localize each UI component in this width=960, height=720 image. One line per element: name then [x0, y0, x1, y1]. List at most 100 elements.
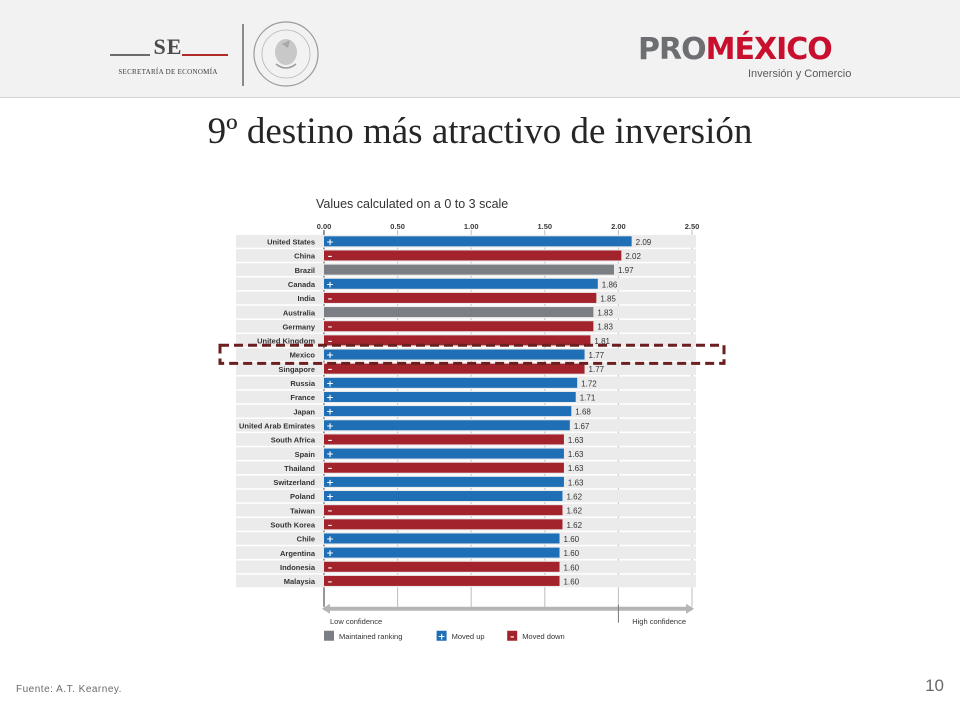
bar — [324, 420, 570, 431]
chart-row: Indonesia – 1.60 — [236, 560, 696, 573]
category-label: Chile — [297, 535, 315, 544]
value-label: 1.86 — [602, 280, 618, 289]
chart-row: Switzerland +1.63 — [236, 475, 696, 488]
moved-down-icon: – — [328, 337, 333, 347]
promexico-tagline: Inversión y Comercio — [748, 68, 852, 80]
bar — [324, 505, 563, 516]
category-label: China — [294, 252, 316, 261]
chart-row: France +1.71 — [236, 390, 696, 403]
category-label: Canada — [288, 280, 316, 289]
moved-up-icon: + — [326, 351, 334, 361]
source-note: Fuente: A.T. Kearney. — [16, 684, 122, 695]
moved-down-icon: – — [328, 563, 333, 573]
value-label: 1.83 — [597, 309, 613, 318]
se-logo-rule-left — [110, 54, 150, 56]
category-label: South Africa — [271, 436, 316, 445]
slide-header: SE SECRETARÍA DE ECONOMÍA PROMÉXICO Inve… — [0, 0, 960, 98]
chart-row: Argentina +1.60 — [236, 546, 696, 559]
mexican-coat-of-arms-seal-icon — [253, 21, 319, 87]
chart-row: Brazil 1.97 — [236, 263, 696, 276]
se-logo-subtitle: SECRETARÍA DE ECONOMÍA — [118, 68, 218, 76]
moved-down-icon: – — [328, 252, 333, 262]
arrow-right-icon — [686, 603, 694, 614]
legend-label: Maintained ranking — [339, 632, 402, 641]
promexico-wordmark: PROMÉXICO — [638, 30, 833, 70]
moved-up-icon: + — [326, 280, 334, 290]
category-label: Thailand — [284, 464, 315, 473]
category-label: Argentina — [280, 549, 316, 558]
bar — [324, 533, 560, 544]
moved-down-icon: – — [328, 507, 333, 517]
value-label: 2.02 — [625, 252, 641, 261]
category-label: Singapore — [278, 365, 315, 374]
chart-row: Poland +1.62 — [236, 489, 696, 503]
category-label: Indonesia — [280, 563, 316, 572]
category-label: Spain — [295, 450, 316, 459]
value-label: 1.63 — [568, 436, 584, 445]
chart-row: Spain +1.63 — [236, 447, 696, 460]
value-label: 1.62 — [566, 507, 582, 516]
x-tick-label: 0.00 — [317, 222, 332, 231]
chart-rows: United States +2.09 China – 2.02 Brazil 1.97 Ca… — [236, 235, 696, 587]
value-label: 1.60 — [564, 549, 580, 558]
legend-item: + Moved up — [436, 630, 485, 642]
value-label: 1.83 — [597, 323, 613, 332]
chart-title: Values calculated on a 0 to 3 scale — [316, 197, 508, 211]
value-label: 1.60 — [564, 535, 580, 544]
x-tick-label: 1.00 — [464, 222, 479, 231]
chart-row: Russia +1.72 — [236, 376, 696, 389]
se-logo: SE SECRETARÍA DE ECONOMÍA — [108, 34, 228, 84]
moved-up-icon: + — [326, 478, 334, 488]
category-label: United Kingdom — [257, 337, 315, 346]
promexico-mexico: MÉXICO — [705, 32, 833, 67]
value-label: 2.09 — [636, 238, 652, 247]
x-tick-label: 1.50 — [537, 222, 552, 231]
moved-down-icon: – — [328, 464, 333, 474]
chart-row: South Korea – 1.62 — [236, 518, 696, 531]
moved-up-icon: + — [438, 632, 446, 642]
category-label: Taiwan — [290, 506, 315, 515]
bar — [324, 448, 564, 459]
legend-item: – Moved down — [507, 630, 565, 642]
value-label: 1.60 — [564, 563, 580, 572]
chart-row: Malaysia – 1.60 — [236, 574, 696, 587]
bar — [324, 406, 572, 417]
moved-up-icon: + — [326, 379, 334, 389]
chart-row: Singapore – 1.77 — [236, 362, 696, 375]
chart-row: Chile +1.60 — [236, 532, 696, 545]
bar — [324, 377, 578, 388]
moved-down-icon: – — [328, 521, 333, 531]
value-label: 1.62 — [566, 521, 582, 530]
category-label: Brazil — [295, 266, 315, 275]
category-label: Germany — [282, 322, 315, 331]
chart-row: South Africa – 1.63 — [236, 433, 696, 446]
bar — [324, 307, 594, 318]
legend-swatch — [436, 630, 447, 641]
legend-swatch — [507, 630, 518, 641]
value-label: 1.81 — [594, 337, 610, 346]
se-logo-mark: SE — [153, 34, 183, 59]
bar — [324, 561, 560, 572]
moved-up-icon: + — [326, 408, 334, 418]
bar — [324, 321, 594, 332]
bar — [324, 278, 598, 289]
value-label: 1.77 — [589, 365, 605, 374]
chart-row: Australia 1.83 — [236, 305, 696, 319]
chart-row: Canada +1.86 — [236, 277, 696, 290]
category-label: United Arab Emirates — [239, 421, 315, 430]
value-label: 1.67 — [574, 422, 590, 431]
chart-legend: Maintained ranking + Moved up – Moved down — [324, 630, 565, 642]
moved-down-icon: – — [510, 632, 515, 642]
legend-label: Moved up — [452, 632, 485, 641]
value-label: 1.63 — [568, 478, 584, 487]
chart-row: China – 2.02 — [236, 249, 696, 262]
x-tick-label: 2.50 — [685, 222, 700, 231]
bar — [324, 434, 564, 445]
x-tick-label: 0.50 — [390, 222, 405, 231]
category-label: Malaysia — [284, 577, 316, 586]
moved-down-icon: – — [328, 577, 333, 587]
bar — [324, 547, 560, 558]
moved-down-icon: – — [328, 436, 333, 446]
bar — [324, 491, 563, 502]
bar — [324, 462, 564, 473]
